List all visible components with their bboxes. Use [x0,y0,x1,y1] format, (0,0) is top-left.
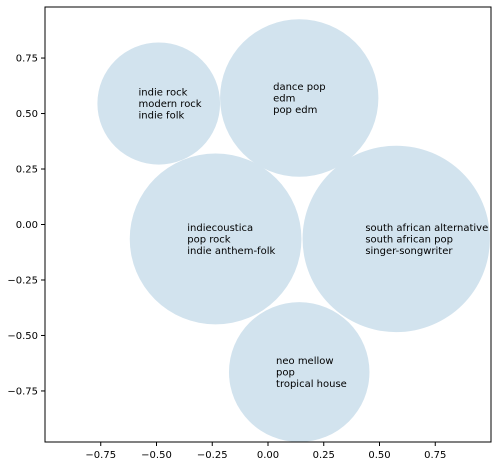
y-tick-label: −0.25 [7,275,38,286]
y-tick-label: 0.75 [16,54,38,65]
bubble-label: modern rock [138,99,201,110]
bubble-label: indie anthem-folk [187,246,275,257]
bubble-circle [129,153,302,325]
x-axis: −0.75 −0.50 −0.25 0.00 0.25 0.50 0.75 [85,442,446,461]
x-tick-label: 0.75 [424,450,446,461]
x-tick-label: 0.00 [257,450,279,461]
bubble-label: south african pop [365,234,453,245]
y-axis: 0.75 0.50 0.25 0.00 −0.25 −0.50 −0.75 [7,54,45,397]
bubble-label: pop edm [273,105,317,116]
bubble-circle [97,42,221,165]
x-tick-label: −0.25 [197,450,228,461]
y-tick-label: 0.50 [16,109,38,120]
y-tick-label: −0.50 [7,331,38,342]
bubble-label: indiecoustica [187,223,253,234]
y-tick-label: 0.00 [16,220,38,231]
y-tick-label: −0.75 [7,386,38,397]
x-tick-label: −0.50 [141,450,172,461]
bubble-circle [220,19,379,177]
bubble-circle [228,302,370,442]
bubble-label: pop rock [187,234,231,245]
bubble-label: south african alternative [365,223,488,234]
bubble-label: dance pop [273,82,325,93]
bubble-label: pop [276,368,295,379]
x-tick-label: 0.25 [313,450,335,461]
bubble-label: tropical house [276,379,347,390]
x-tick-label: 0.50 [368,450,390,461]
bubble-label: indie folk [138,111,184,122]
y-tick-label: 0.25 [16,165,38,176]
x-tick-label: −0.75 [85,450,116,461]
bubble-label: neo mellow [276,356,334,367]
bubble-label: singer-songwriter [365,246,453,257]
bubble-label: indie rock [138,88,187,99]
bubble-label: edm [273,93,295,104]
bubble-circle [302,145,490,333]
